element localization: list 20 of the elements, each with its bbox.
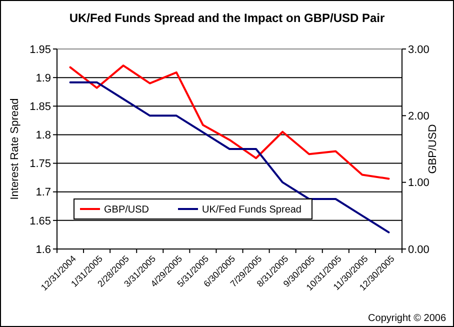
y-tick-label: 1.85 — [30, 100, 51, 113]
y-tick-label: 1.65 — [30, 215, 51, 228]
y-tick-label: 1.8 — [36, 130, 51, 142]
y2-tick-label: 1.00 — [408, 177, 430, 190]
y2-tick-label: 3.00 — [408, 44, 430, 56]
y2-axis-title: GBP/USD — [427, 124, 439, 174]
y-axis-title: Interest Rate Spread — [9, 98, 21, 200]
y2-tick-label: 0.00 — [408, 244, 430, 256]
y-tick-label: 1.9 — [36, 72, 51, 84]
y-tick-label: 1.6 — [36, 244, 51, 256]
legend-label: UK/Fed Funds Spread — [202, 204, 302, 216]
y-tick-label: 1.95 — [30, 44, 51, 56]
line-series — [69, 64, 390, 180]
y2-tick-label: 2.00 — [408, 110, 430, 123]
line-series — [69, 81, 390, 234]
y-tick-label: 1.7 — [36, 186, 51, 199]
chart-title: UK/Fed Funds Spread and the Impact on GBP/USD Pair — [69, 11, 386, 25]
y-tick-label: 1.75 — [30, 158, 51, 170]
legend-label: GBP/USD — [104, 204, 150, 216]
text: Copyright © 2006 — [368, 313, 446, 324]
